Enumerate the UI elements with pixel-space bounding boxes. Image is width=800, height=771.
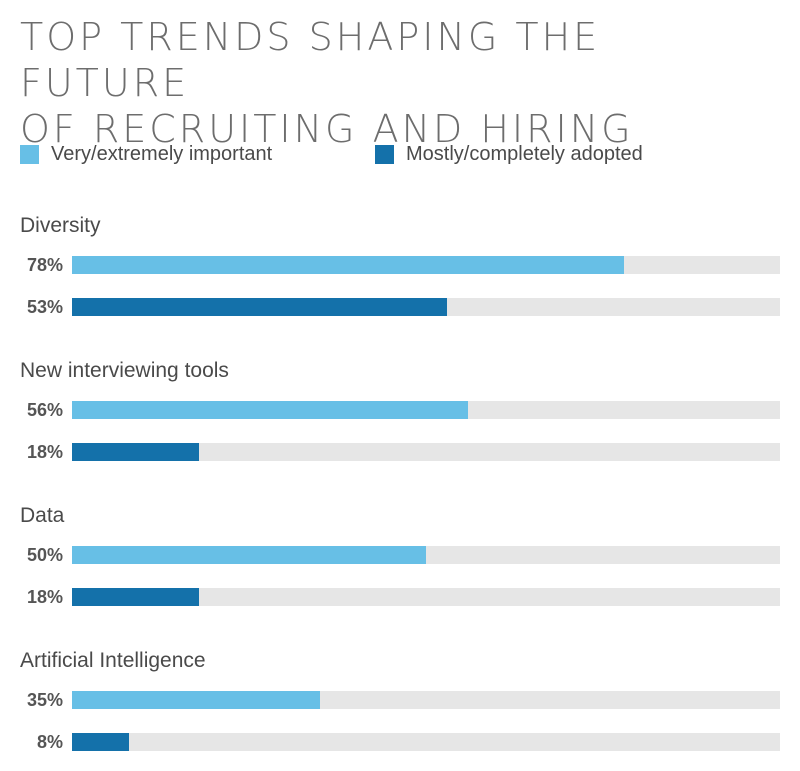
category-label: New interviewing tools [20,359,229,382]
bar-important [72,401,468,419]
bar-row-important: 78% [0,255,800,275]
bar-track [72,733,780,751]
data-label: 18% [26,442,63,462]
bar-row-adopted: 18% [0,587,800,607]
bar-row-adopted: 53% [0,297,800,317]
legend-swatch-important [20,144,39,164]
bar-important [72,256,624,274]
legend-label-adopted: Mostly/completely adopted [406,142,643,165]
bar-row-important: 35% [0,690,800,710]
data-label: 8% [36,732,63,752]
data-label: 56% [26,400,63,420]
bar-adopted [72,298,447,316]
bar-row-important: 56% [0,400,800,420]
legend-item-important: Very/extremely important [20,142,272,166]
data-label: 78% [26,255,63,275]
bar-track [72,588,780,606]
bar-track [72,443,780,461]
data-label: 35% [26,690,63,710]
bar-track [72,401,780,419]
bar-adopted [72,588,199,606]
category-label: Artificial Intelligence [20,649,206,672]
legend-swatch-adopted [375,144,394,164]
bar-adopted [72,443,199,461]
bar-important [72,546,426,564]
legend-item-adopted: Mostly/completely adopted [375,142,643,166]
chart-title: TOP TRENDS SHAPING THE FUTURE OF RECRUIT… [20,14,780,152]
bar-row-adopted: 8% [0,732,800,752]
data-label: 18% [26,587,63,607]
legend-label-important: Very/extremely important [51,142,273,165]
bar-track [72,298,780,316]
category-label: Diversity [20,214,101,237]
bar-important [72,691,320,709]
category-label: Data [20,504,65,527]
data-label: 50% [26,545,63,565]
bar-track [72,546,780,564]
data-label: 53% [26,297,63,317]
bar-track [72,256,780,274]
chart-title-line: OF RECRUITING AND HIRING [20,107,634,151]
bar-row-important: 50% [0,545,800,565]
chart-title-line: TOP TRENDS SHAPING THE FUTURE [20,15,601,105]
bar-adopted [72,733,129,751]
bar-row-adopted: 18% [0,442,800,462]
bar-track [72,691,780,709]
